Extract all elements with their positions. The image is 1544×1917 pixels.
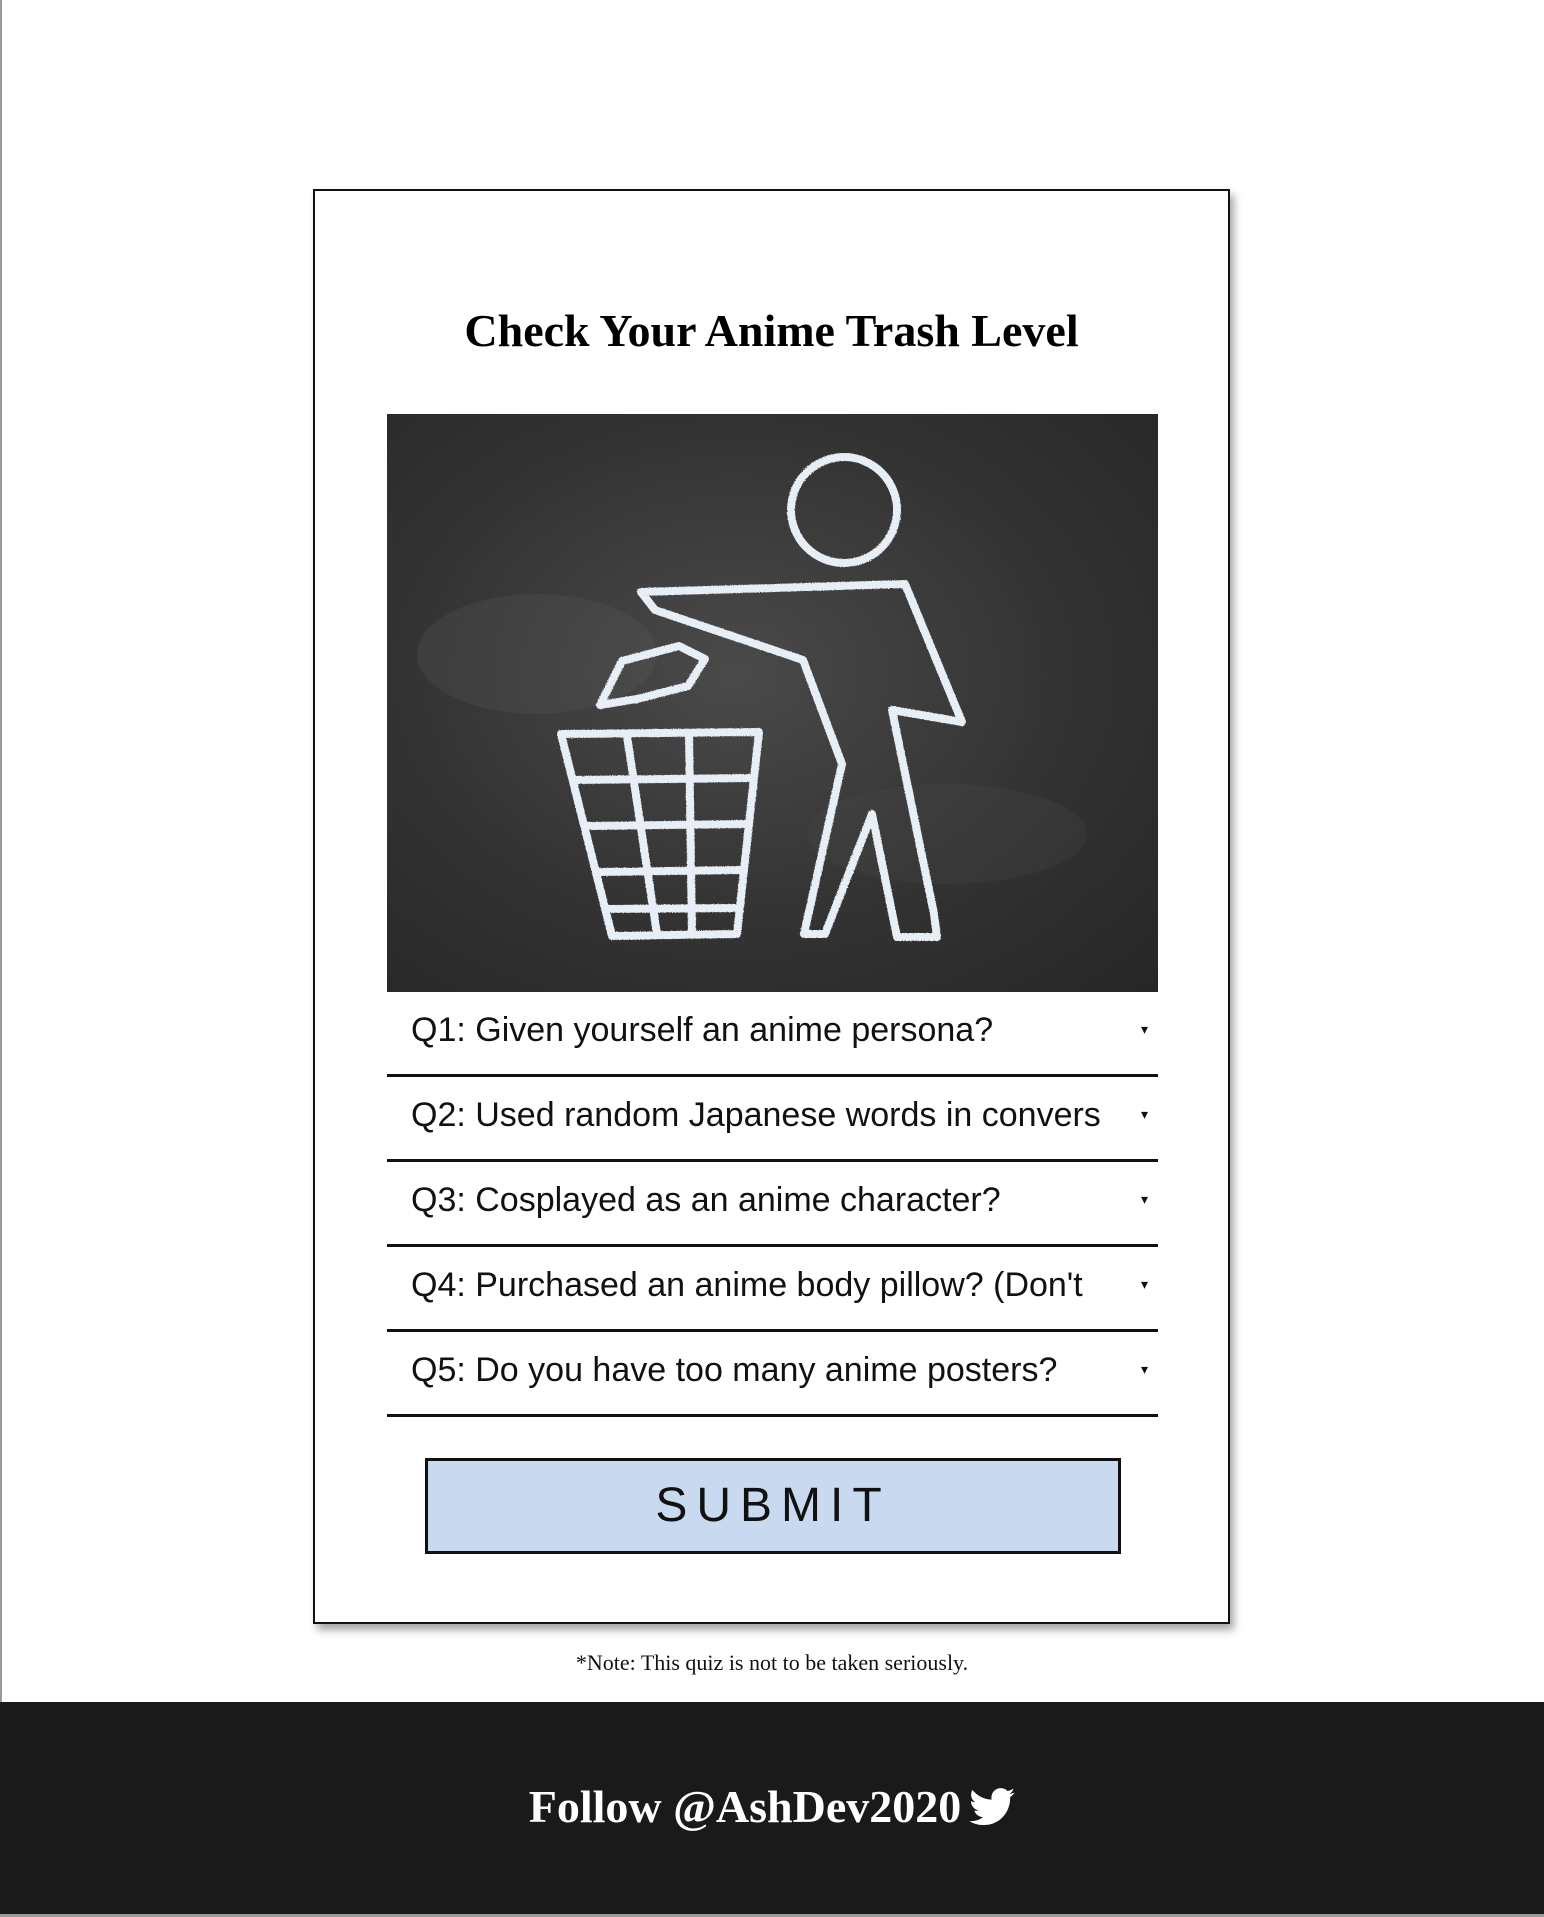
chevron-down-icon: ▾ <box>1140 1277 1148 1293</box>
follow-link-container: Follow @AshDev2020 <box>0 1780 1544 1837</box>
chevron-down-icon: ▾ <box>1140 1362 1148 1378</box>
twitter-bird-icon <box>969 1784 1016 1837</box>
submit-button[interactable]: SUBMIT <box>425 1458 1121 1554</box>
question-label-1: Q1: Given yourself an anime persona? <box>411 1011 994 1049</box>
quiz-card: Check Your Anime Trash Level <box>313 189 1230 1624</box>
trash-bin-person-icon <box>417 453 1087 941</box>
question-select-2[interactable]: Q2: Used random Japanese words in conver… <box>387 1077 1158 1162</box>
window-left-edge <box>0 0 2 1917</box>
quiz-title: Check Your Anime Trash Level <box>464 305 1079 356</box>
question-list: Q1: Given yourself an anime persona? ▾ Q… <box>387 992 1158 1417</box>
question-label-5: Q5: Do you have too many anime posters? <box>411 1351 1058 1389</box>
question-select-3[interactable]: Q3: Cosplayed as an anime character? ▾ <box>387 1162 1158 1247</box>
chevron-down-icon: ▾ <box>1140 1022 1148 1038</box>
disclaimer-note: *Note: This quiz is not to be taken seri… <box>575 1650 969 1675</box>
question-label-4: Q4: Purchased an anime body pillow? (Don… <box>411 1266 1083 1304</box>
footer: Follow @AshDev2020 <box>0 1702 1544 1917</box>
question-select-1[interactable]: Q1: Given yourself an anime persona? ▾ <box>387 992 1158 1077</box>
follow-text: Follow @AshDev2020 <box>528 1781 962 1832</box>
question-label-2: Q2: Used random Japanese words in conver… <box>411 1096 1101 1134</box>
question-label-3: Q3: Cosplayed as an anime character? <box>411 1181 1001 1219</box>
question-select-4[interactable]: Q4: Purchased an anime body pillow? (Don… <box>387 1247 1158 1332</box>
chevron-down-icon: ▾ <box>1140 1192 1148 1208</box>
question-select-5[interactable]: Q5: Do you have too many anime posters? … <box>387 1332 1158 1417</box>
chevron-down-icon: ▾ <box>1140 1107 1148 1123</box>
follow-twitter-link[interactable]: Follow @AshDev2020 <box>529 1781 1016 1832</box>
window-bottom-edge <box>0 1914 1544 1917</box>
trash-bin-image <box>387 414 1158 992</box>
